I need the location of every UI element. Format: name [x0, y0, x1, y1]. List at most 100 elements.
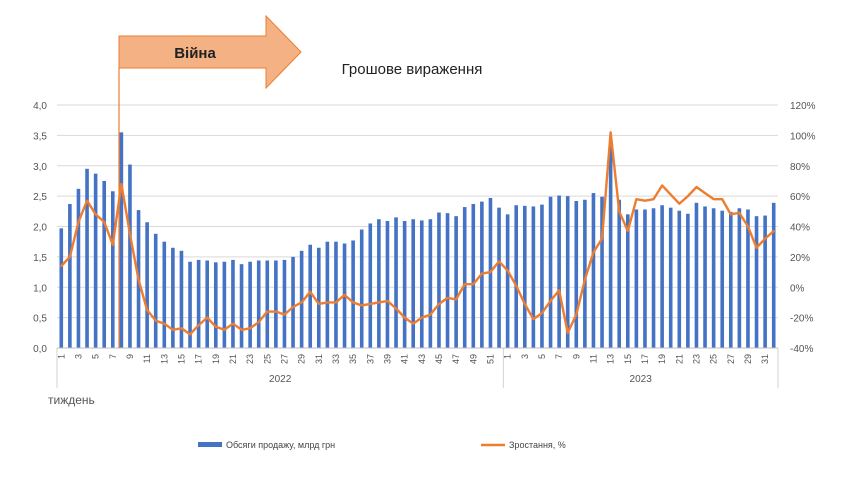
bar — [428, 219, 433, 348]
y-tick-label: 2,5 — [33, 192, 47, 203]
x-tick-label: 5 — [91, 354, 101, 359]
legend-bar-swatch — [198, 442, 222, 447]
bar — [325, 241, 330, 348]
bar — [282, 259, 287, 348]
bar — [196, 259, 201, 348]
y2-tick-label: -40% — [790, 344, 813, 355]
legend-bar-label: Обсяги продажу, млрд грн — [226, 440, 335, 450]
x-tick-label: 9 — [571, 354, 581, 359]
x-tick-label: 41 — [400, 354, 410, 364]
bar — [514, 205, 519, 348]
x-tick-label: 51 — [485, 354, 495, 364]
bar — [359, 229, 364, 348]
x-tick-label: 31 — [314, 354, 324, 364]
bar — [746, 209, 750, 348]
x-tick-label: 29 — [297, 354, 307, 364]
bar — [377, 219, 381, 348]
x-tick-label: 23 — [245, 354, 255, 364]
bar — [703, 206, 707, 348]
bar — [771, 202, 776, 348]
bar — [557, 195, 561, 348]
bar — [505, 214, 510, 348]
bar — [651, 208, 656, 348]
x-tick-label: 47 — [451, 354, 461, 364]
bar — [239, 264, 244, 348]
x-tick-label: 27 — [279, 354, 289, 364]
bar — [419, 220, 424, 348]
x-tick-label: 11 — [588, 354, 598, 363]
growth-line — [60, 131, 775, 336]
y-tick-label: 3,5 — [33, 131, 47, 142]
year-label: 2022 — [269, 374, 292, 385]
bar — [85, 168, 89, 348]
bar — [153, 233, 158, 348]
y2-tick-label: -20% — [790, 314, 813, 325]
x-tick-label: 17 — [194, 354, 204, 364]
bar — [213, 262, 218, 348]
x-tick-label: 31 — [760, 354, 770, 364]
y-tick-label: 1,5 — [33, 253, 47, 264]
bar — [763, 215, 767, 348]
x-tick-label: 15 — [623, 354, 633, 364]
bar — [394, 217, 398, 348]
bar — [591, 193, 596, 348]
y2-tick-label: 60% — [790, 192, 810, 203]
bar — [119, 132, 124, 348]
bar-series — [59, 132, 776, 348]
bar — [608, 146, 613, 348]
bar — [617, 199, 622, 348]
bar — [291, 256, 295, 348]
bar — [402, 221, 407, 348]
y2-tick-label: 100% — [790, 131, 816, 142]
x-tick-label: 7 — [554, 354, 564, 359]
bar — [565, 196, 570, 348]
bar — [548, 196, 553, 348]
x-tick-label: 9 — [125, 354, 135, 359]
bar — [93, 173, 98, 348]
bar — [445, 213, 450, 348]
legend: Обсяги продажу, млрд грн Зростання, % — [198, 440, 566, 450]
bar — [256, 260, 261, 348]
x-tick-label: 15 — [176, 354, 186, 364]
x-tick-label: 21 — [228, 354, 238, 364]
war-label: Війна — [174, 45, 216, 62]
x-tick-label: 27 — [726, 354, 736, 364]
x-tick-label: 39 — [382, 354, 392, 364]
bar — [171, 247, 175, 348]
bar — [540, 204, 544, 348]
x-tick-label: 25 — [709, 354, 719, 364]
x-tick-label: 13 — [159, 354, 169, 364]
bar — [299, 250, 304, 348]
x-tick-label: 3 — [520, 354, 530, 359]
y-tick-label: 0,0 — [33, 344, 47, 355]
bar — [668, 207, 673, 348]
y2-tick-label: 40% — [790, 223, 810, 234]
war-arrow — [118, 14, 302, 90]
x-tick-label: 7 — [108, 354, 118, 359]
bar — [248, 261, 252, 348]
bar — [737, 208, 742, 348]
x-tick-label: 21 — [674, 354, 684, 364]
bar — [102, 180, 107, 348]
bar — [437, 212, 441, 348]
bar — [754, 216, 759, 348]
gridlines — [57, 104, 778, 319]
year-label: 2023 — [630, 374, 653, 385]
axes: 0,0 -40% 0,5 -20% 1,0 0% 1,5 20% 2,0 40% 2,5 60% 3,0… — [33, 101, 816, 388]
y-tick-label: 2,0 — [33, 223, 47, 234]
bar — [574, 200, 579, 348]
bar — [643, 209, 647, 348]
bar — [660, 205, 664, 348]
bar — [368, 223, 373, 348]
x-tick-label: 1 — [503, 354, 513, 359]
bar — [231, 259, 235, 348]
x-tick-label: 43 — [417, 354, 427, 364]
y-tick-label: 0,5 — [33, 314, 47, 325]
y2-tick-label: 20% — [790, 253, 810, 264]
bar — [625, 214, 630, 348]
legend-line-label: Зростання, % — [509, 440, 566, 450]
bar — [145, 222, 149, 348]
bar — [76, 188, 81, 348]
